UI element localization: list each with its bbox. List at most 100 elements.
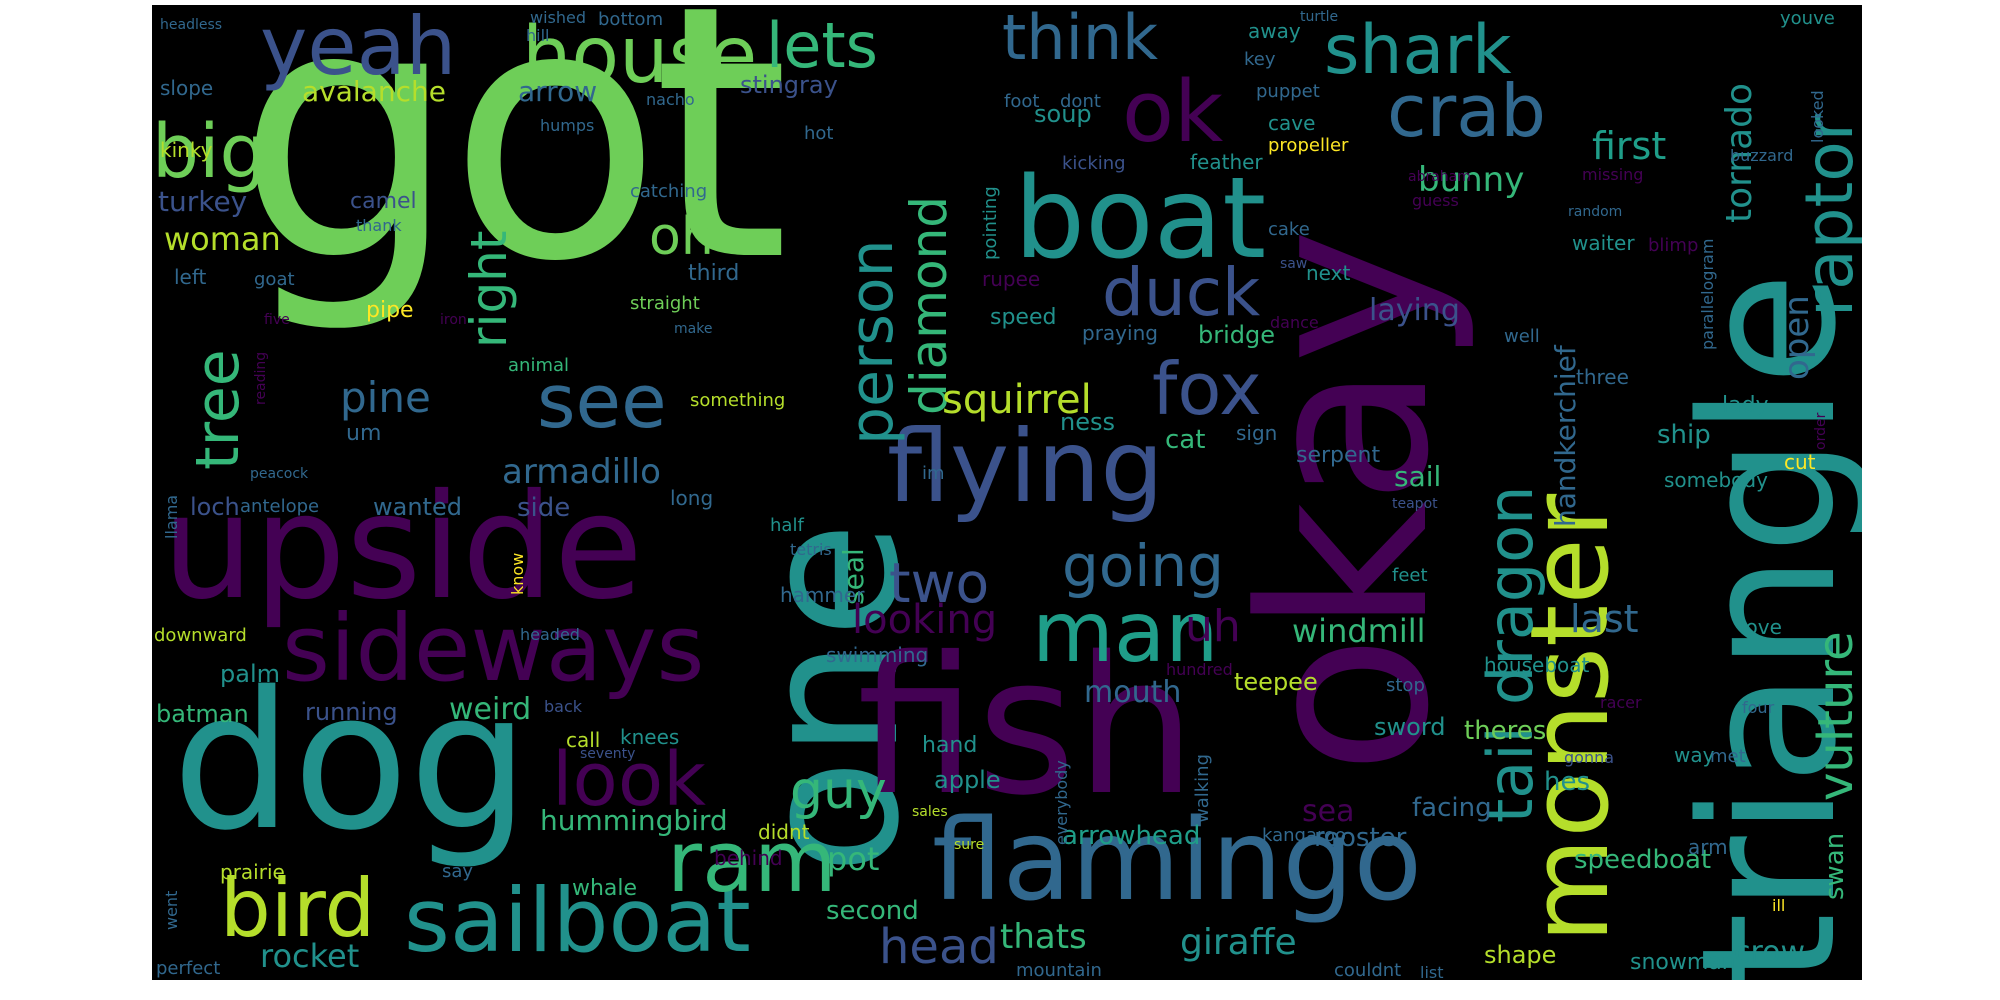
- word: weird: [449, 692, 532, 727]
- word: call: [566, 728, 601, 752]
- word: back: [544, 697, 583, 716]
- word: four: [1742, 698, 1775, 717]
- word: sailboat: [404, 869, 751, 972]
- word: think: [1002, 5, 1159, 74]
- word: waiter: [1572, 231, 1635, 255]
- word: soup: [1034, 100, 1092, 128]
- word: parallelogram: [1698, 238, 1717, 350]
- word: raptor: [1791, 114, 1862, 317]
- word: everybody: [1052, 760, 1071, 845]
- word: nacho: [646, 90, 695, 109]
- word: side: [517, 493, 571, 523]
- word: cave: [1268, 111, 1316, 135]
- word: rocket: [260, 937, 360, 975]
- word: behind: [714, 846, 783, 870]
- word: catching: [630, 181, 708, 202]
- word: foot: [1004, 91, 1040, 112]
- word: youve: [1780, 8, 1835, 29]
- word: sideways: [282, 595, 705, 702]
- word: palm: [220, 660, 280, 688]
- word: hes: [1544, 767, 1591, 797]
- word: look: [552, 737, 706, 823]
- word: swan: [1820, 832, 1850, 900]
- word: tetris: [790, 540, 832, 559]
- word: didnt: [758, 820, 810, 844]
- word: gonna: [1564, 748, 1615, 767]
- word: pipe: [366, 298, 414, 323]
- word: key: [1244, 49, 1276, 70]
- word: ram: [667, 813, 837, 912]
- word: straight: [630, 293, 700, 314]
- word: swimming: [826, 643, 929, 667]
- word: man: [1032, 583, 1219, 681]
- word: shark: [1324, 11, 1512, 90]
- word: pot: [827, 840, 880, 878]
- word: teepee: [1234, 668, 1318, 696]
- word: right: [460, 230, 518, 348]
- word: animal: [508, 355, 570, 376]
- word: looking: [852, 597, 998, 643]
- word: saw: [1280, 256, 1308, 272]
- word: met: [1710, 746, 1746, 767]
- word: llama: [162, 494, 181, 539]
- word: went: [162, 890, 181, 930]
- word: kicking: [1062, 153, 1126, 174]
- word: um: [346, 421, 382, 446]
- word: shape: [1484, 941, 1557, 969]
- word: headless: [160, 17, 223, 33]
- word: whale: [572, 876, 638, 901]
- word: guess: [1412, 191, 1459, 210]
- word: woman: [164, 220, 281, 258]
- word: dog: [172, 651, 530, 872]
- word: stingray: [740, 71, 838, 99]
- word: lets: [766, 9, 878, 82]
- word: turtle: [1300, 9, 1339, 25]
- word: next: [1306, 261, 1351, 285]
- word: blimp: [1648, 235, 1699, 256]
- word: speedboat: [1574, 845, 1712, 875]
- word: third: [688, 261, 740, 286]
- word: second: [826, 896, 919, 926]
- word: hammer: [780, 583, 865, 607]
- word: love: [1740, 615, 1782, 639]
- word: something: [690, 390, 786, 411]
- word: somebody: [1664, 468, 1768, 492]
- word: half: [770, 515, 804, 536]
- word: guy: [790, 761, 887, 821]
- word: got: [236, 5, 790, 338]
- word: mouth: [1084, 675, 1182, 710]
- word: see: [537, 359, 667, 445]
- word: couldnt: [1334, 960, 1402, 980]
- word: batman: [156, 700, 249, 728]
- word: racer: [1600, 693, 1642, 712]
- word: last: [1570, 597, 1639, 641]
- word: armadillo: [502, 452, 661, 492]
- word: dont: [1060, 91, 1101, 112]
- word: five: [264, 312, 290, 328]
- word: upside: [162, 463, 644, 632]
- word: ship: [1657, 420, 1711, 450]
- word: going: [1062, 532, 1224, 600]
- word: hot: [804, 123, 834, 144]
- word: make: [674, 321, 713, 337]
- word: bunny: [1418, 160, 1525, 200]
- word-cloud: got okay triangle one fish dog upside fl…: [152, 5, 1862, 980]
- word: sign: [1236, 421, 1278, 445]
- word: walking: [1192, 753, 1213, 823]
- word: head: [879, 919, 999, 975]
- word: know: [508, 552, 527, 595]
- word: stop: [1386, 675, 1425, 696]
- word: avalanche: [302, 75, 446, 108]
- word: rooster: [1314, 823, 1407, 853]
- word: fish: [857, 616, 1197, 837]
- word: apple: [934, 766, 1001, 794]
- word: way: [1674, 743, 1715, 767]
- word: list: [1420, 963, 1444, 981]
- word: ill: [1772, 896, 1786, 915]
- word: perfect: [156, 958, 221, 979]
- word: feather: [1190, 150, 1263, 174]
- word: ness: [1060, 408, 1115, 436]
- word: pointing: [980, 186, 1001, 260]
- word: running: [305, 698, 398, 726]
- word: im: [922, 463, 945, 484]
